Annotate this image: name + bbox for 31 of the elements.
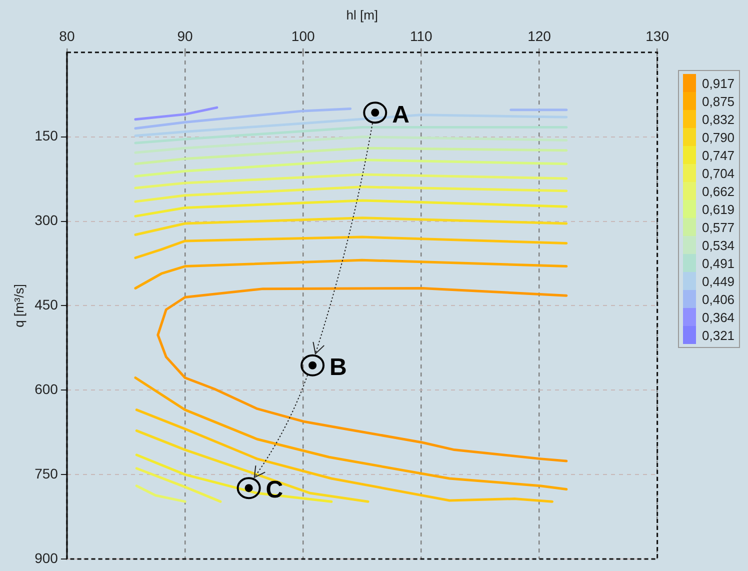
y-axis-title: q [m³/s]: [11, 284, 26, 328]
x-tick-label: 110: [410, 28, 433, 44]
legend-label: 0,662: [702, 184, 735, 198]
y-tick-label: 750: [34, 465, 58, 482]
x-tick-label: 100: [291, 28, 315, 44]
legend-label: 0,790: [702, 130, 735, 144]
legend-label: 0,917: [702, 76, 735, 90]
legend-label: 0,321: [702, 328, 735, 342]
legend-label: 0,619: [702, 202, 735, 216]
legend-label: 0,534: [702, 238, 735, 252]
legend-label: 0,832: [702, 112, 735, 126]
x-tick-label: 80: [59, 28, 75, 44]
y-tick-label: 900: [34, 550, 58, 566]
x-axis-title: hl [m]: [346, 7, 378, 22]
y-tick-label: 600: [34, 380, 58, 397]
y-tick-label: 450: [34, 296, 58, 313]
legend-label: 0,449: [702, 274, 735, 288]
legend-label: 0,875: [702, 94, 735, 108]
y-tick-label: 150: [34, 128, 58, 144]
legend-label: 0,491: [702, 256, 735, 270]
x-tick-label: 120: [528, 28, 552, 44]
legend-label: 0,577: [702, 220, 735, 234]
legend-label: 0,364: [702, 310, 735, 324]
y-tick-label: 300: [34, 212, 58, 228]
legend-label: 0,406: [702, 292, 735, 306]
x-tick-label: 130: [646, 28, 670, 44]
annotation: A: [392, 101, 410, 128]
x-tick-label: 90: [177, 28, 194, 44]
legend-label: 0,704: [702, 166, 735, 180]
annotation: B: [330, 354, 347, 381]
legend-label: 0,747: [702, 148, 735, 162]
